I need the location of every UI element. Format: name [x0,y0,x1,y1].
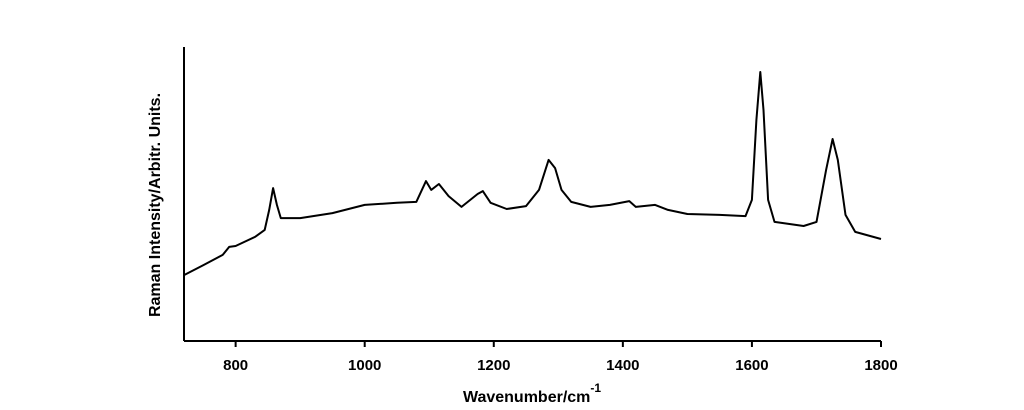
x-axis-label-sup: -1 [590,381,601,395]
x-tick-label: 1800 [864,357,897,374]
spectrum-line [183,71,882,276]
x-axis-label-text: Wavenumber/cm [463,389,590,406]
x-tick-label: 1000 [348,357,381,374]
y-axis-label: Raman Intensity/Arbitr. Units. [147,93,164,317]
x-tick-label: 1200 [477,357,510,374]
x-tick-label: 1400 [606,357,639,374]
x-tick-label: 800 [223,357,248,374]
x-tick-label: 1600 [735,357,768,374]
x-axis-label: Wavenumber/cm-1 [463,381,601,406]
